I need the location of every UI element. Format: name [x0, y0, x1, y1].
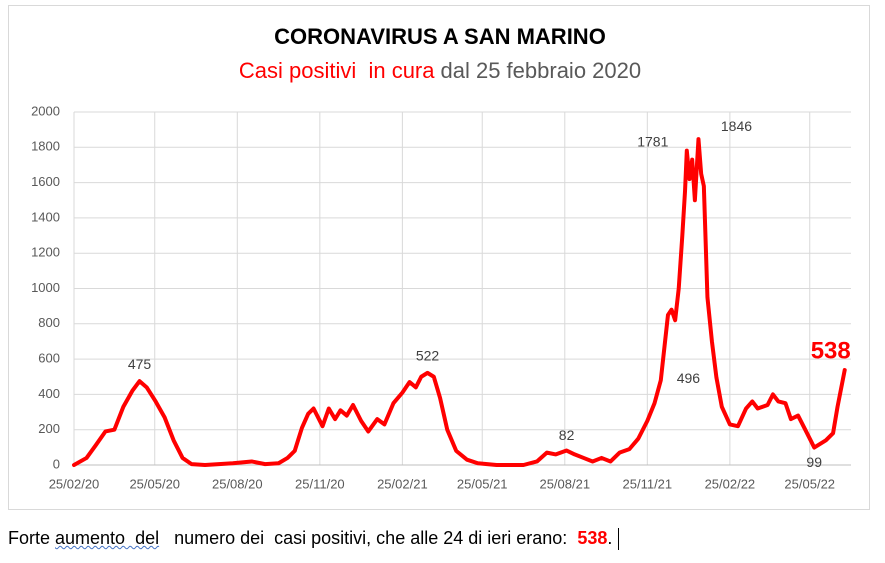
x-tick-label: 25/11/21 — [623, 476, 673, 491]
x-tick-label: 25/11/20 — [295, 476, 345, 491]
data-label: 538 — [811, 337, 851, 364]
data-label: 475 — [128, 356, 152, 372]
data-label: 99 — [806, 454, 822, 470]
y-tick-label: 1600 — [31, 174, 60, 189]
chart-title: CORONAVIRUS A SAN MARINO — [274, 24, 606, 49]
data-label: 496 — [677, 370, 701, 386]
data-label: 82 — [559, 427, 575, 443]
footer-value: 538 — [577, 528, 608, 548]
x-tick-label: 25/05/21 — [457, 476, 508, 491]
y-tick-label: 1800 — [31, 139, 60, 154]
x-tick-label: 25/02/20 — [49, 476, 100, 491]
y-tick-label: 200 — [38, 421, 60, 436]
x-tick-label: 25/05/20 — [129, 476, 180, 491]
y-tick-label: 400 — [38, 386, 60, 401]
chart-subtitle: Casi positivi in cura dal 25 febbraio 202… — [239, 58, 641, 83]
y-tick-label: 1400 — [31, 209, 60, 224]
x-tick-label: 25/02/21 — [377, 476, 428, 491]
footer: Forte aumento del numero dei casi positi… — [8, 528, 620, 551]
footer-text: . — [607, 528, 613, 548]
y-tick-label: 600 — [38, 351, 60, 366]
data-label: 1781 — [637, 133, 668, 149]
footer-text: Forte — [8, 528, 56, 548]
chart-frame — [8, 5, 870, 510]
y-tick-label: 2000 — [31, 103, 60, 118]
x-tick-label: 25/05/22 — [784, 476, 835, 491]
subtitle-rest: dal 25 febbraio 2020 — [441, 58, 642, 83]
footer-text: aumento del — [55, 528, 160, 548]
x-tick-label: 25/08/21 — [539, 476, 590, 491]
y-tick-label: 800 — [38, 315, 60, 330]
subtitle-highlight: Casi positivi in cura — [239, 58, 435, 83]
y-tick-label: 1200 — [31, 245, 60, 260]
x-tick-label: 25/08/20 — [212, 476, 263, 491]
footer-text: numero dei casi positivi, che alle 24 di… — [159, 528, 578, 548]
x-tick-label: 25/02/22 — [705, 476, 756, 491]
data-label: 1846 — [721, 118, 752, 134]
y-tick-label: 1000 — [31, 280, 60, 295]
chart: CORONAVIRUS A SAN MARINO Casi positivi i… — [31, 24, 851, 491]
text-cursor — [618, 528, 620, 551]
data-label: 522 — [416, 348, 440, 364]
data-line — [72, 137, 847, 467]
y-tick-label: 0 — [53, 456, 60, 471]
